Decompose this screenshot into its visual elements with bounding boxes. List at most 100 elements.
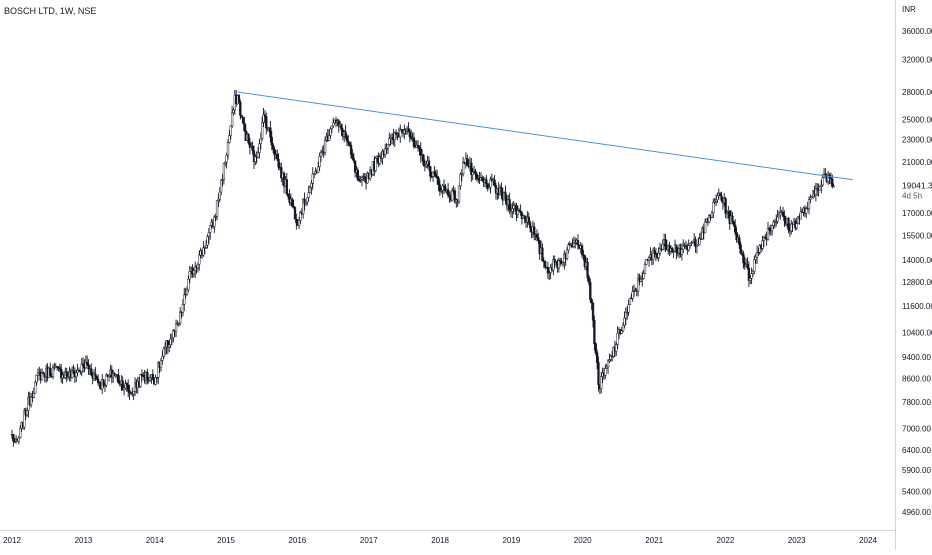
- candle-body: [157, 362, 160, 378]
- candle-body: [247, 133, 250, 144]
- candle-body: [51, 367, 55, 377]
- candle-body: [626, 312, 629, 314]
- candle-body: [352, 158, 355, 162]
- candle-body: [206, 236, 209, 246]
- candle-body: [239, 101, 242, 116]
- candle-body: [42, 372, 45, 375]
- candle-body: [422, 154, 425, 166]
- candle-body: [559, 260, 562, 262]
- candle-body: [595, 352, 599, 363]
- candle-body: [661, 243, 664, 250]
- candle-body: [783, 216, 786, 221]
- candle-body: [647, 257, 651, 261]
- candle-body: [163, 347, 167, 350]
- candle-body: [229, 125, 232, 136]
- candle-body: [632, 290, 636, 292]
- y-tick-label: 15500.00: [902, 232, 932, 241]
- bar-countdown: 4d 5h: [902, 192, 922, 201]
- candle-body: [306, 197, 309, 203]
- candle-body: [75, 372, 78, 378]
- candle-body: [433, 171, 436, 174]
- candle-body: [486, 183, 489, 190]
- candle-body: [597, 362, 600, 385]
- candle-body: [436, 176, 439, 179]
- x-tick-label: 2013: [75, 536, 93, 545]
- candle-body: [262, 114, 265, 123]
- x-tick-label: 2024: [859, 536, 877, 545]
- candle-body: [146, 372, 149, 380]
- candle-body: [489, 178, 492, 188]
- candle-body: [90, 368, 93, 375]
- candle-body: [680, 249, 684, 255]
- candle-body: [533, 226, 536, 235]
- candle-body: [179, 311, 182, 324]
- candle-body: [385, 148, 388, 150]
- candle-body: [124, 383, 127, 389]
- candle-body: [500, 187, 503, 194]
- candle-body: [754, 256, 757, 260]
- candle-body: [12, 434, 15, 442]
- candle-body: [593, 320, 596, 344]
- candle-body: [768, 228, 771, 231]
- candle-body: [796, 216, 800, 224]
- candle-body: [263, 114, 267, 117]
- currency-label: INR: [902, 5, 916, 14]
- candle-body: [168, 344, 171, 348]
- candle-body: [116, 374, 119, 376]
- candle-body: [738, 237, 741, 245]
- candle-body: [481, 177, 484, 181]
- y-tick-label: 5400.00: [902, 487, 931, 496]
- candle-body: [747, 267, 751, 281]
- candle-body: [232, 109, 235, 114]
- candle-body: [386, 144, 390, 149]
- candle-body: [627, 304, 630, 313]
- candle-body: [761, 240, 764, 249]
- candle-body: [94, 373, 97, 377]
- candle-body: [204, 244, 208, 248]
- x-tick-label: 2023: [788, 536, 806, 545]
- candle-body: [407, 128, 410, 133]
- candle-body: [708, 214, 711, 223]
- candle-body: [207, 232, 211, 237]
- candle-body: [412, 137, 416, 147]
- candle-body: [72, 370, 75, 374]
- candle-body: [742, 253, 745, 264]
- y-tick-label: 5900.00: [902, 466, 931, 475]
- candle-body: [323, 140, 327, 153]
- candle-body: [831, 178, 834, 187]
- candle-body: [363, 176, 366, 179]
- candle-body: [528, 222, 532, 229]
- candle-body: [213, 216, 216, 227]
- candle-body: [753, 259, 756, 272]
- candle-body: [615, 344, 618, 352]
- candle-body: [572, 243, 576, 247]
- candle-body: [297, 220, 301, 226]
- candle-body: [790, 223, 793, 232]
- candle-body: [719, 193, 722, 197]
- candle-body: [429, 166, 432, 177]
- candle-body: [609, 355, 612, 360]
- candle-body: [142, 374, 145, 377]
- candle-body: [128, 390, 131, 394]
- candle-body: [209, 225, 212, 233]
- candle-body: [459, 174, 462, 187]
- x-tick-label: 2020: [574, 536, 592, 545]
- y-tick-label: 25000.00: [902, 116, 932, 125]
- candle-body: [504, 192, 507, 200]
- y-tick-label: 8600.00: [902, 374, 931, 383]
- candle-body: [258, 143, 261, 154]
- candle-body: [684, 245, 688, 247]
- candle-body: [425, 164, 428, 167]
- y-tick-label: 23000.00: [902, 136, 932, 145]
- candle-body: [122, 387, 126, 391]
- candle-body: [688, 243, 692, 246]
- candle-body: [777, 214, 781, 218]
- candle-body: [772, 221, 775, 227]
- candle-body: [671, 248, 674, 253]
- candle-body: [541, 247, 544, 262]
- candle-body: [431, 171, 435, 177]
- candle-body: [399, 129, 402, 138]
- candle-body: [356, 169, 360, 181]
